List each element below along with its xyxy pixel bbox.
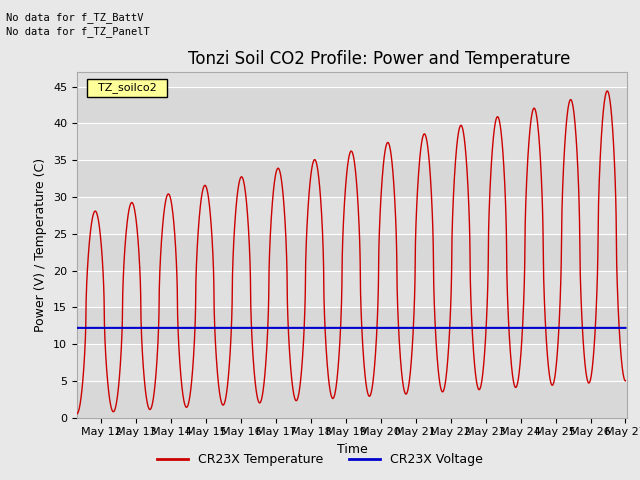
Bar: [77, 381, 627, 418]
Text: No data for f_TZ_PanelT: No data for f_TZ_PanelT: [6, 26, 150, 37]
Bar: [77, 197, 627, 234]
Bar: [77, 234, 627, 271]
Text: TZ_soilco2: TZ_soilco2: [91, 83, 163, 93]
X-axis label: Time: Time: [337, 443, 367, 456]
Bar: [77, 160, 627, 197]
Text: No data for f_TZ_BattV: No data for f_TZ_BattV: [6, 12, 144, 23]
Bar: [77, 87, 627, 123]
Bar: [77, 123, 627, 160]
Bar: [77, 307, 627, 344]
Bar: [77, 271, 627, 307]
Legend: CR23X Temperature, CR23X Voltage: CR23X Temperature, CR23X Voltage: [152, 448, 488, 471]
Bar: [77, 344, 627, 381]
Title: Tonzi Soil CO2 Profile: Power and Temperature: Tonzi Soil CO2 Profile: Power and Temper…: [188, 49, 571, 68]
Y-axis label: Power (V) / Temperature (C): Power (V) / Temperature (C): [35, 158, 47, 332]
